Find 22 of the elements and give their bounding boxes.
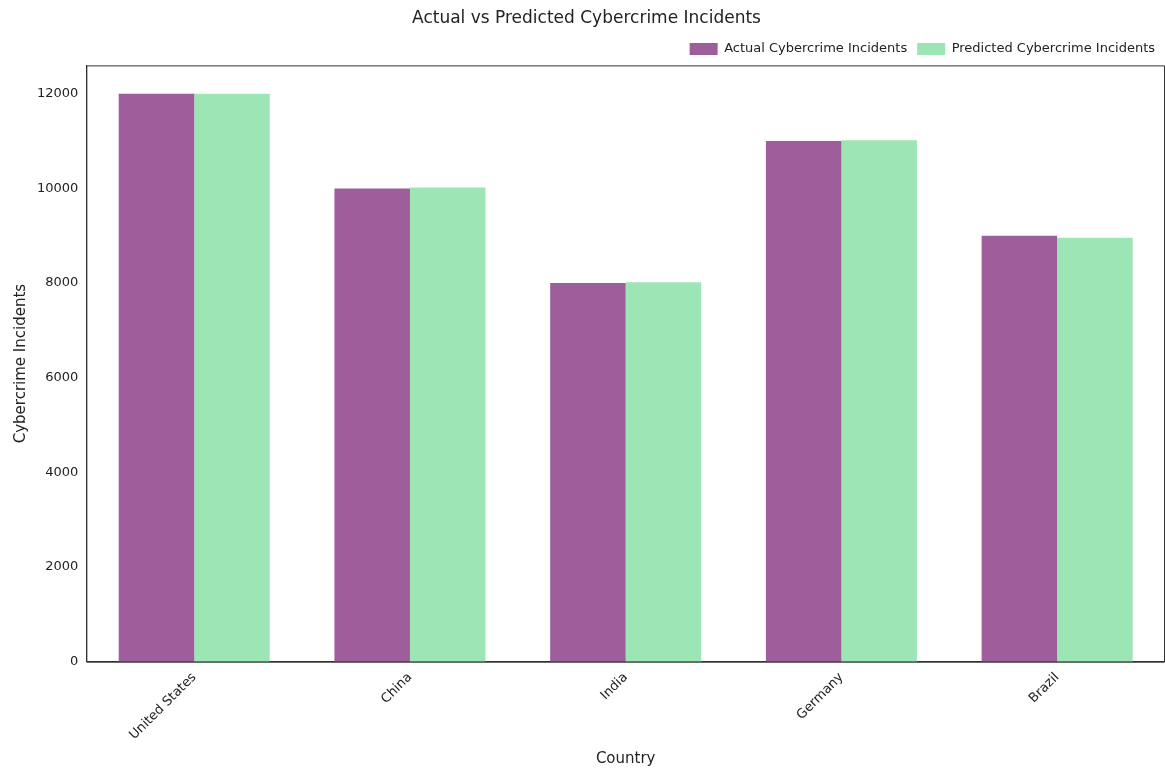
x-axis-title: Country <box>595 748 656 767</box>
y-axis-title: Cybercrime Incidents <box>10 283 29 444</box>
legend-label: Predicted Cybercrime Incidents <box>951 40 1156 56</box>
bar <box>194 93 270 662</box>
legend-label: Actual Cybercrime Incidents <box>724 40 908 56</box>
bar <box>625 282 702 662</box>
y-tick-label: 2000 <box>45 558 79 574</box>
bar <box>118 93 195 662</box>
bar <box>334 188 410 662</box>
bar <box>409 187 486 662</box>
bar <box>550 283 626 662</box>
y-tick-label: 6000 <box>45 369 79 385</box>
bar <box>841 140 917 662</box>
y-tick-label: 12000 <box>37 85 79 101</box>
y-tick-label: 0 <box>70 653 79 669</box>
bar <box>765 141 842 662</box>
y-tick-label: 10000 <box>37 179 79 195</box>
bar <box>1057 237 1133 662</box>
bar <box>981 235 1058 662</box>
y-tick-label: 4000 <box>45 463 79 479</box>
chart-title: Actual vs Predicted Cybercrime Incidents <box>412 6 762 27</box>
y-tick-label: 8000 <box>45 274 79 290</box>
